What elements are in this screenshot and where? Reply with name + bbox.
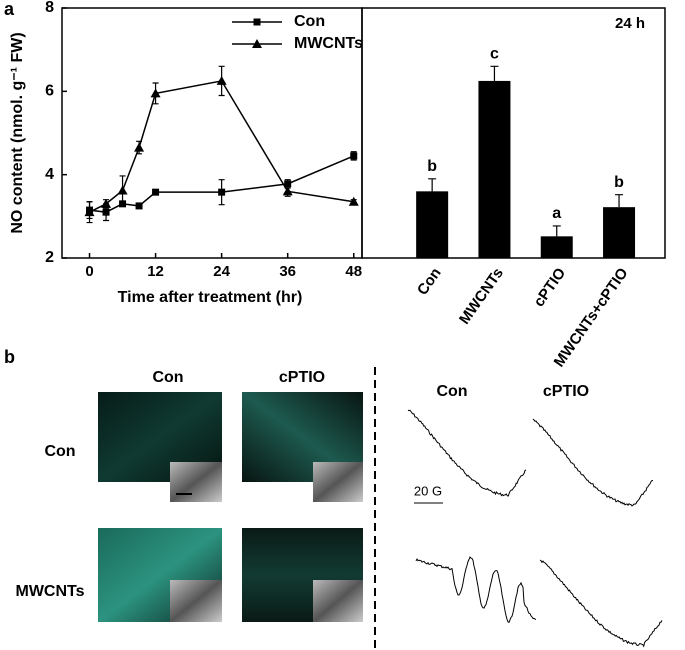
- micrographs: [98, 367, 443, 648]
- inset: [313, 462, 363, 502]
- panel-label: b: [4, 347, 15, 367]
- legend-label: Con: [294, 13, 325, 30]
- inset: [313, 580, 363, 622]
- esr-column-label: cPTIO: [543, 383, 589, 400]
- x-tick-label: 12: [147, 263, 164, 280]
- marker: [350, 152, 358, 160]
- marker: [282, 186, 293, 196]
- bar: [603, 207, 636, 258]
- significance-letter: c: [490, 46, 499, 63]
- y-tick-label: 6: [45, 83, 54, 100]
- bar: [416, 191, 449, 258]
- error-bar: [552, 225, 561, 237]
- esr-trace: [407, 409, 527, 497]
- column-label: cPTIO: [279, 369, 325, 386]
- marker: [216, 75, 227, 85]
- marker: [117, 185, 128, 195]
- y-tick-label: 2: [45, 249, 54, 266]
- column-label: Con: [152, 369, 183, 386]
- series-line: [89, 80, 354, 213]
- x-tick-label: 48: [345, 263, 362, 280]
- x-tick-label: 24: [213, 263, 230, 280]
- marker: [102, 208, 110, 216]
- marker: [101, 198, 112, 208]
- y-tick-label: 8: [45, 0, 54, 16]
- marker: [152, 188, 160, 196]
- esr-column-label: Con: [436, 383, 467, 400]
- y-tick-label: 4: [45, 166, 54, 183]
- significance-letter: a: [552, 205, 561, 222]
- row-label: MWCNTs: [15, 583, 84, 600]
- y-axis-label: NO content (nmol. g⁻¹ FW): [9, 32, 26, 233]
- x-tick-label: 0: [85, 263, 93, 280]
- x-tick-label: cPTIO: [530, 265, 569, 311]
- x-tick-label: MWCNTs: [456, 265, 507, 328]
- x-tick-label: 36: [279, 263, 296, 280]
- x-axis-label: Time after treatment (hr): [118, 289, 303, 306]
- panel-label: a: [4, 0, 15, 19]
- esr-trace: [539, 559, 663, 648]
- chart-title: 24 h: [615, 15, 645, 32]
- marker: [218, 188, 226, 196]
- significance-letter: b: [427, 158, 437, 175]
- marker: [134, 142, 145, 152]
- marker: [348, 196, 359, 206]
- inset: [170, 580, 222, 622]
- bar: [540, 236, 573, 258]
- error-bar: [428, 178, 437, 192]
- error-bar: [615, 194, 624, 208]
- x-tick-label: Con: [414, 265, 445, 299]
- significance-letter: b: [614, 174, 624, 191]
- marker: [84, 207, 95, 217]
- esr-trace: [532, 418, 654, 507]
- plot-frame: [361, 7, 666, 259]
- error-bar: [490, 65, 499, 81]
- esr-trace: [415, 556, 537, 623]
- bar: [478, 80, 511, 259]
- marker: [135, 202, 143, 210]
- row-label: Con: [44, 443, 75, 460]
- marker: [284, 180, 292, 188]
- marker: [150, 88, 161, 98]
- marker: [252, 39, 262, 48]
- legend-label: MWCNTs: [294, 35, 363, 52]
- esr-scale-label: 20 G: [414, 483, 442, 498]
- marker: [253, 18, 261, 26]
- inset: [170, 462, 222, 502]
